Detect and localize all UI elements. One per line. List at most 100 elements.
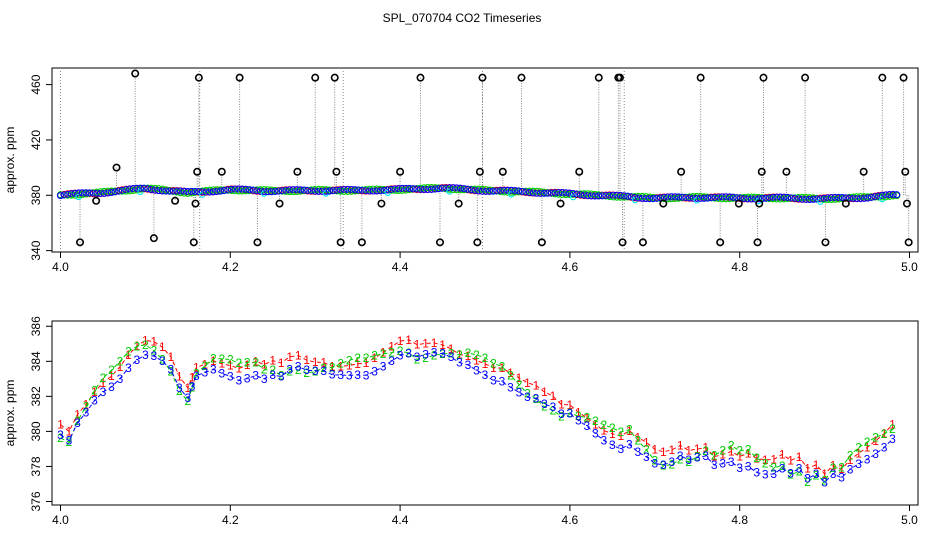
top-series-3-point: [264, 188, 272, 196]
top-series-3-point: [769, 193, 777, 201]
bottom-series-3-marker: 3: [57, 428, 64, 442]
bottom-series-1-marker: 1: [855, 446, 862, 460]
top-series-3-point: [569, 189, 577, 198]
bottom-series-3-marker: 3: [473, 363, 480, 377]
top-series-3-point: [558, 189, 566, 197]
top-outlier-point: [575, 167, 584, 176]
top-outlier-point: [859, 167, 868, 176]
bottom-series-2-marker: 2: [176, 384, 183, 398]
top-series-3-point: [820, 194, 828, 202]
bottom-series-2-marker: 2: [626, 423, 633, 437]
top-series-3-point: [725, 193, 734, 201]
bottom-series-1-marker: 1: [74, 407, 81, 421]
top-series-3-point: [191, 187, 199, 196]
bottom-series-3-marker: 3: [567, 406, 574, 420]
bottom-series-1-marker: 1: [507, 366, 514, 380]
top-series-3-point: [885, 191, 894, 199]
bottom-series-1-marker: 1: [847, 453, 854, 467]
bottom-series-1-marker: 1: [796, 450, 803, 464]
top-outlier-point: [112, 163, 121, 172]
top-series-3-point: [576, 191, 584, 199]
top-series-3-point: [624, 192, 632, 200]
top-series-3-point: [398, 184, 406, 192]
top-series-3-point: [351, 186, 359, 194]
bottom-series-3-marker: 3: [252, 369, 259, 383]
top-series-4-point: [631, 196, 639, 204]
top-outlier-point: [396, 167, 405, 176]
bottom-series-2-marker: 2: [151, 344, 158, 358]
bottom-plot-frame: [51, 320, 919, 506]
top-series-3-point: [682, 193, 690, 202]
bottom-series-2-marker: 2: [312, 365, 319, 379]
bottom-series-1-marker: 1: [499, 361, 506, 375]
bottom-series-1-marker: 1: [830, 459, 837, 473]
top-outlier-point: [235, 73, 244, 82]
bottom-series-1-marker: 1: [184, 381, 191, 395]
bottom-series-3-marker: 3: [889, 432, 896, 446]
top-series-3-point: [515, 187, 523, 195]
top-series-3-point: [129, 185, 137, 193]
bottom-series-1-marker: 1: [804, 461, 811, 475]
top-series-3-point: [275, 187, 283, 195]
top-series-3-point: [246, 186, 254, 194]
top-series-3-point: [242, 185, 250, 193]
top-x-tick-label: 4.0: [52, 260, 69, 274]
bottom-series-3-marker: 3: [677, 449, 684, 463]
bottom-series-1-marker: 1: [227, 359, 234, 373]
bottom-series-1-marker: 1: [889, 417, 896, 431]
top-series-3-point: [744, 195, 752, 203]
bottom-series-2-marker: 2: [108, 363, 115, 377]
top-series-3-point: [391, 185, 399, 193]
top-series-3-point: [809, 195, 817, 203]
bottom-series-2-marker: 2: [728, 439, 735, 453]
bottom-series-1-marker: 1: [354, 357, 361, 371]
top-series-3-point: [587, 192, 595, 200]
top-outlier-point: [473, 238, 482, 247]
bottom-series-2-marker: 2: [762, 457, 769, 471]
bottom-series-3-marker: 3: [108, 380, 115, 394]
top-series-3-point: [816, 195, 824, 203]
bottom-series-2-marker: 2: [414, 352, 421, 366]
top-outlier-point: [478, 73, 487, 82]
top-outlier-point: [253, 238, 262, 247]
top-series-3-point: [540, 189, 548, 197]
bottom-series-2-marker: 2: [711, 449, 718, 463]
bottom-series-2-marker: 2: [269, 363, 276, 377]
top-series-3-point: [326, 187, 334, 195]
bottom-series-1-marker: 1: [711, 450, 718, 464]
bottom-series-1-marker: 1: [405, 333, 412, 347]
bottom-series-3-marker: 3: [286, 362, 293, 376]
top-series-3-point: [144, 185, 152, 193]
bottom-series-1-marker: 1: [787, 453, 794, 467]
bottom-series-2-marker: 2: [804, 475, 811, 489]
bottom-series-3-marker: 3: [830, 467, 837, 481]
top-series-3-point: [693, 194, 701, 202]
bottom-series-1-marker: 1: [550, 389, 557, 403]
top-series-2-point: [533, 187, 541, 195]
top-series-3-point: [173, 187, 181, 195]
bottom-series-1-marker: 1: [57, 418, 64, 432]
bottom-series-1-marker: 1: [320, 356, 327, 370]
top-x-tick-label: 4.4: [392, 260, 409, 274]
top-series-3-point: [405, 184, 414, 193]
bottom-series-3-marker: 3: [189, 380, 196, 394]
bottom-series-2-marker: 2: [482, 351, 489, 365]
bottom-series-2-marker: 2: [499, 359, 506, 373]
bottom-series-3-marker: 3: [482, 368, 489, 382]
top-series-3-point: [493, 187, 501, 195]
bottom-series-1-marker: 1: [329, 359, 336, 373]
top-outlier-point: [757, 167, 766, 176]
bottom-series-1-marker: 1: [159, 340, 166, 354]
top-series-3-point: [620, 192, 628, 200]
top-series-3-point: [216, 187, 225, 195]
bottom-series-2-marker: 2: [397, 344, 404, 358]
bottom-series-2-marker: 2: [685, 455, 692, 469]
top-series-3-point: [638, 194, 646, 202]
bottom-series-3-marker: 3: [694, 451, 701, 465]
top-series-3-point: [755, 195, 763, 203]
top-series-3-point: [580, 191, 588, 199]
bottom-y-tick-label: 384: [29, 351, 43, 371]
top-series-3-point: [395, 185, 403, 193]
top-series-3-point: [166, 187, 174, 195]
bottom-series-2-marker: 2: [694, 450, 701, 464]
